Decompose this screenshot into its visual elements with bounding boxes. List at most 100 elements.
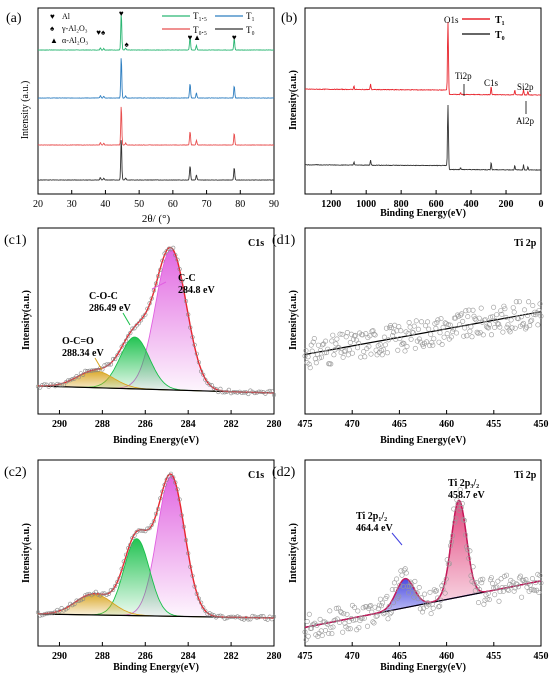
raw-point (471, 313, 477, 319)
raw-point (470, 564, 476, 570)
raw-point (87, 591, 92, 597)
raw-point (521, 307, 527, 313)
raw-point (425, 319, 431, 325)
raw-point (404, 343, 410, 349)
raw-point (313, 360, 319, 366)
raw-point (37, 385, 43, 390)
raw-point (341, 611, 347, 617)
raw-point (269, 389, 275, 394)
raw-point (512, 325, 518, 331)
xrd-line-3 (37, 140, 275, 181)
raw-point (328, 624, 334, 630)
raw-point (359, 615, 365, 621)
annotation-al2p: Al2p (516, 116, 535, 126)
panel-a-legend-lines: T₁.₅ T₁ T₀.₅ T₀ (162, 11, 255, 35)
panel-c2-ylabel: Intensity(a.u.) (21, 523, 32, 583)
raw-point (327, 608, 333, 614)
raw-point (231, 614, 236, 619)
x-tick-label: 475 (298, 419, 313, 430)
cc-arrow (151, 281, 167, 290)
raw-point (305, 354, 311, 360)
panel-a-xlabel: 2θ/ (°) (142, 213, 171, 225)
raw-point (339, 610, 345, 616)
raw-point (190, 335, 195, 340)
raw-point (312, 356, 318, 362)
raw-point (302, 629, 308, 635)
raw-point (391, 580, 397, 586)
panel-b-legend: T₁ T₀ (462, 15, 505, 41)
panel-a: (a) Intensity (a.u.) 2θ/ (°) 20 30 40 50 60 7… (6, 7, 279, 225)
legend-b-t1: T₁ (495, 15, 505, 26)
raw-point (265, 389, 270, 394)
raw-point (40, 383, 45, 388)
raw-point (85, 592, 90, 597)
panel-a-peak-markers: ♥ ♠♥♠♥ ▲ ♥ (96, 9, 237, 49)
raw-point (248, 388, 253, 393)
raw-point (488, 332, 494, 338)
raw-point (390, 332, 396, 338)
raw-point (503, 314, 509, 320)
raw-point (385, 616, 391, 622)
raw-point (145, 306, 150, 311)
raw-point (192, 584, 197, 589)
x-tick-label: 80 (235, 199, 245, 210)
raw-point (333, 605, 339, 611)
raw-point (496, 598, 502, 604)
raw-point (315, 342, 321, 348)
x-tick-label: 40 (100, 199, 110, 210)
raw-point (72, 376, 77, 381)
annotation-coc-energy: 286.49 eV (89, 303, 131, 314)
raw-point (445, 322, 451, 328)
raw-point (309, 348, 315, 354)
raw-point (533, 580, 539, 586)
raw-point (531, 311, 537, 317)
raw-point (355, 608, 361, 614)
annotation-o1s: O1s (444, 15, 459, 25)
raw-point (346, 347, 352, 353)
spade-icon: ♠ (50, 24, 55, 33)
raw-point (380, 346, 386, 352)
x-tick-label: 470 (345, 419, 360, 430)
legend-t0: T₀ (246, 25, 255, 35)
raw-point (355, 345, 361, 351)
panel-d1-label: (d1) (272, 233, 296, 248)
raw-point (495, 578, 501, 584)
legend-t1: T₁ (246, 11, 255, 21)
raw-point (192, 342, 197, 348)
x-tick-label: 282 (224, 419, 239, 430)
raw-point (104, 592, 109, 598)
raw-point (458, 504, 464, 510)
raw-point (360, 332, 366, 338)
annotation-ti2p12-energy: 464.4 eV (356, 523, 393, 534)
raw-point (494, 312, 500, 318)
raw-point (458, 312, 464, 318)
raw-point (342, 620, 348, 626)
raw-point (446, 561, 452, 567)
raw-point (70, 602, 75, 608)
raw-point (356, 625, 362, 631)
raw-point (42, 382, 47, 387)
peak-marker: ♠ (125, 40, 130, 49)
legend-alpha: α-Al₂O₃ (62, 36, 88, 45)
x-tick-label: 600 (429, 199, 444, 210)
raw-point (493, 585, 499, 591)
panel-d1-data (302, 299, 544, 371)
x-tick-label: 282 (224, 651, 239, 662)
raw-point (333, 341, 339, 347)
raw-point (377, 596, 383, 602)
raw-point (380, 600, 386, 606)
raw-point (46, 611, 51, 616)
panel-c2-title: C1s (248, 470, 264, 481)
raw-point (322, 350, 328, 356)
raw-point (113, 356, 118, 362)
raw-point (358, 354, 364, 360)
raw-point (528, 587, 534, 593)
raw-point (141, 314, 146, 320)
coc-arrow (122, 312, 131, 326)
raw-point (130, 326, 135, 331)
panel-b-label: (b) (281, 11, 298, 26)
raw-point (505, 322, 511, 328)
raw-point (177, 497, 182, 502)
raw-point (536, 308, 542, 314)
raw-point (55, 607, 60, 613)
